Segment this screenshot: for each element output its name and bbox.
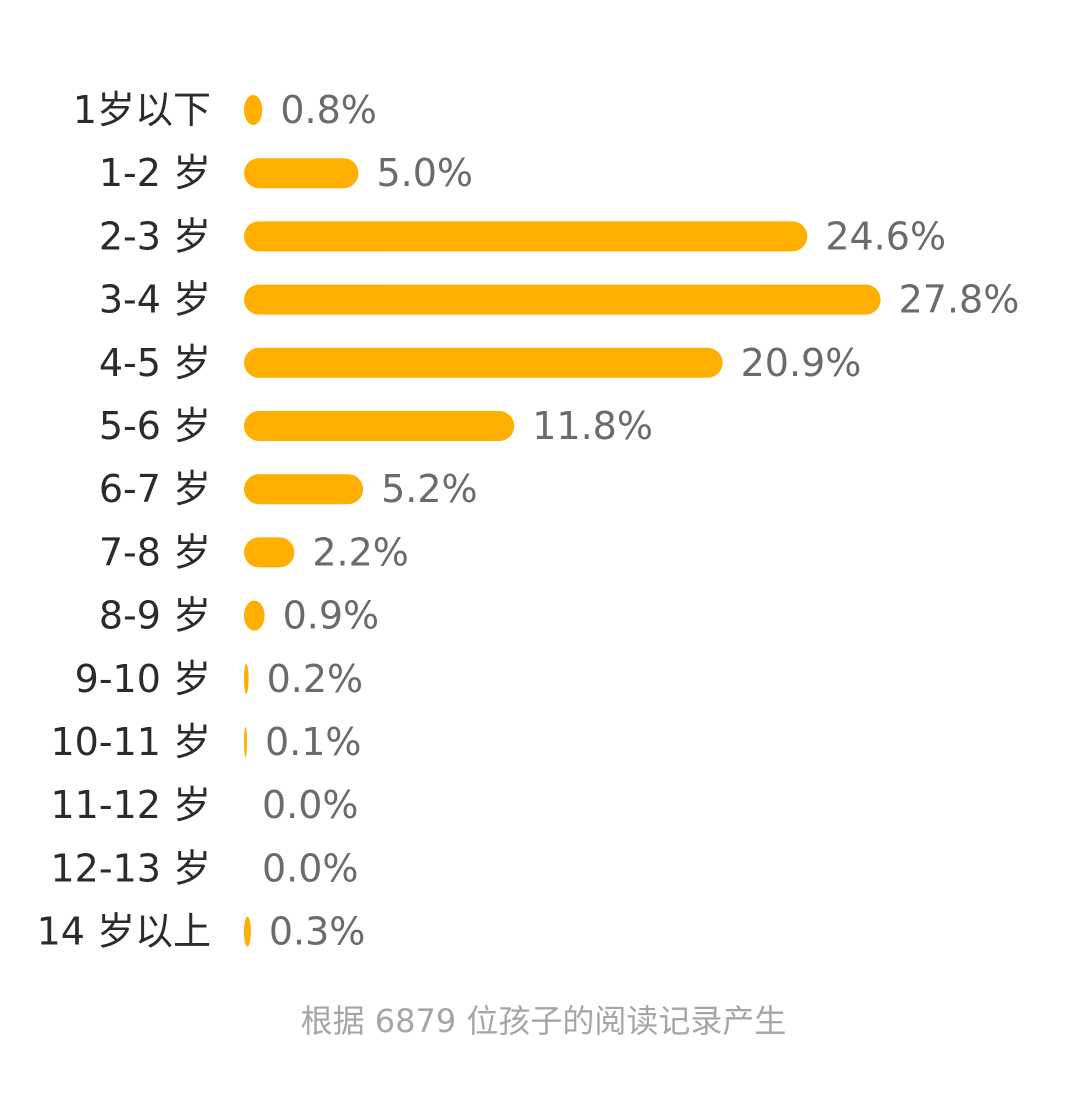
bar <box>244 474 364 505</box>
bar <box>244 916 251 947</box>
bar <box>244 284 881 315</box>
category-label: 2-3 岁 <box>99 214 211 258</box>
value-label: 0.8% <box>280 88 377 132</box>
value-label: 20.9% <box>741 341 862 385</box>
category-label: 9-10 岁 <box>75 657 211 701</box>
bar <box>244 537 295 568</box>
bar <box>244 411 515 441</box>
value-label: 27.8% <box>899 278 1020 322</box>
value-label: 2.2% <box>312 530 409 574</box>
value-label: 24.6% <box>825 214 946 258</box>
bar <box>244 95 263 125</box>
category-label: 10-11 岁 <box>51 720 212 764</box>
category-label: 11-12 岁 <box>51 783 212 827</box>
category-label: 7-8 岁 <box>99 530 211 574</box>
value-label: 0.9% <box>283 594 380 638</box>
bar <box>244 663 249 694</box>
category-label: 4-5 岁 <box>99 341 211 385</box>
category-label: 3-4 岁 <box>99 278 211 322</box>
footnote: 根据 6879 位孩子的阅读记录产生 <box>300 1002 787 1040</box>
value-label: 0.0% <box>262 783 359 827</box>
bar <box>244 347 723 378</box>
category-label: 1-2 岁 <box>99 151 211 195</box>
value-label: 5.2% <box>381 467 478 511</box>
category-label: 14 岁以上 <box>37 910 211 954</box>
bar <box>244 600 265 631</box>
bar <box>244 158 359 189</box>
value-label: 11.8% <box>532 404 653 448</box>
value-label: 5.0% <box>377 151 474 195</box>
category-label: 1岁以下 <box>73 88 211 132</box>
bar <box>244 221 808 252</box>
category-label: 6-7 岁 <box>99 467 211 511</box>
category-label: 8-9 岁 <box>99 594 211 638</box>
category-label: 12-13 岁 <box>51 846 212 890</box>
value-label: 0.1% <box>265 720 362 764</box>
value-label: 0.2% <box>267 657 364 701</box>
category-label: 5-6 岁 <box>99 404 211 448</box>
bar <box>244 727 247 757</box>
value-label: 0.0% <box>262 846 359 890</box>
value-label: 0.3% <box>269 910 366 954</box>
